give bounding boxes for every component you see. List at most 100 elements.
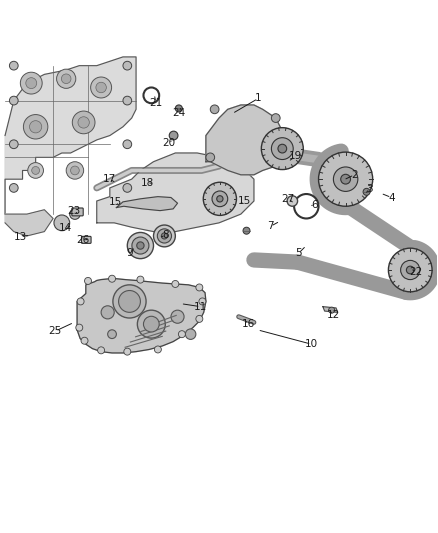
Polygon shape	[117, 197, 177, 211]
Circle shape	[287, 196, 297, 206]
Text: 19: 19	[289, 151, 302, 161]
Circle shape	[401, 261, 420, 280]
Circle shape	[154, 346, 161, 353]
Circle shape	[276, 149, 285, 157]
Text: 17: 17	[102, 174, 116, 184]
Circle shape	[132, 237, 149, 254]
Circle shape	[144, 316, 159, 332]
Circle shape	[20, 72, 42, 94]
Circle shape	[32, 166, 39, 174]
FancyBboxPatch shape	[81, 236, 91, 244]
Text: 25: 25	[49, 326, 62, 336]
Polygon shape	[97, 153, 254, 231]
Circle shape	[66, 161, 84, 179]
Circle shape	[178, 330, 185, 338]
Circle shape	[101, 306, 114, 319]
Circle shape	[123, 96, 132, 105]
Circle shape	[217, 196, 223, 202]
Text: 9: 9	[126, 248, 133, 259]
Circle shape	[72, 111, 95, 134]
Circle shape	[318, 152, 373, 206]
Circle shape	[157, 229, 172, 243]
Circle shape	[29, 120, 42, 133]
Text: 14: 14	[59, 223, 72, 233]
Circle shape	[199, 298, 206, 305]
Text: 13: 13	[14, 232, 27, 242]
Circle shape	[138, 310, 165, 338]
Text: 2: 2	[351, 170, 358, 180]
Circle shape	[206, 153, 215, 161]
Text: 3: 3	[366, 184, 373, 194]
Text: 12: 12	[327, 310, 340, 319]
Text: 24: 24	[172, 108, 185, 118]
Circle shape	[81, 337, 88, 344]
Circle shape	[108, 330, 117, 338]
Circle shape	[333, 167, 358, 191]
Circle shape	[341, 174, 350, 184]
Circle shape	[196, 316, 203, 322]
Circle shape	[71, 166, 79, 175]
Text: 7: 7	[267, 221, 274, 231]
Circle shape	[113, 285, 146, 318]
Text: 15: 15	[109, 197, 122, 207]
Circle shape	[26, 78, 37, 88]
Circle shape	[124, 348, 131, 355]
Circle shape	[261, 128, 303, 169]
Polygon shape	[5, 210, 53, 236]
Circle shape	[363, 188, 370, 195]
Circle shape	[57, 69, 76, 88]
Circle shape	[137, 242, 144, 249]
Circle shape	[203, 182, 237, 215]
Circle shape	[175, 105, 182, 112]
Text: 15: 15	[238, 196, 251, 206]
Circle shape	[119, 290, 141, 312]
Circle shape	[123, 61, 132, 70]
Polygon shape	[77, 279, 206, 353]
Circle shape	[272, 138, 293, 159]
Text: 20: 20	[162, 139, 175, 148]
Polygon shape	[323, 306, 338, 312]
Circle shape	[171, 310, 184, 323]
Text: 18: 18	[140, 177, 154, 188]
Circle shape	[172, 280, 179, 287]
Circle shape	[161, 233, 167, 239]
FancyBboxPatch shape	[72, 208, 83, 216]
Circle shape	[127, 232, 153, 259]
Circle shape	[123, 140, 132, 149]
Circle shape	[91, 77, 112, 98]
Text: 23: 23	[67, 206, 81, 216]
Circle shape	[85, 277, 92, 285]
Polygon shape	[5, 57, 136, 214]
Circle shape	[109, 275, 116, 282]
Circle shape	[61, 74, 71, 84]
Circle shape	[123, 183, 132, 192]
Circle shape	[272, 114, 280, 123]
Text: 10: 10	[305, 339, 318, 349]
Text: 6: 6	[312, 200, 318, 211]
Text: 21: 21	[149, 98, 162, 108]
Text: 4: 4	[388, 192, 395, 203]
Circle shape	[78, 117, 89, 128]
Circle shape	[328, 307, 335, 313]
Text: 11: 11	[194, 302, 207, 312]
Circle shape	[153, 225, 175, 247]
Circle shape	[77, 298, 84, 305]
Circle shape	[54, 215, 70, 231]
Text: 27: 27	[281, 194, 295, 204]
Text: 1: 1	[255, 93, 261, 103]
Circle shape	[10, 96, 18, 105]
Circle shape	[10, 61, 18, 70]
Text: 26: 26	[76, 235, 89, 245]
Circle shape	[185, 329, 196, 340]
Circle shape	[169, 131, 178, 140]
Circle shape	[70, 209, 80, 220]
Circle shape	[243, 227, 250, 234]
Circle shape	[196, 284, 203, 291]
Circle shape	[278, 144, 287, 153]
Polygon shape	[206, 105, 285, 175]
Circle shape	[137, 276, 144, 283]
Text: 22: 22	[410, 266, 423, 277]
Circle shape	[28, 163, 43, 179]
Text: 16: 16	[242, 319, 255, 329]
Text: 8: 8	[162, 230, 169, 240]
